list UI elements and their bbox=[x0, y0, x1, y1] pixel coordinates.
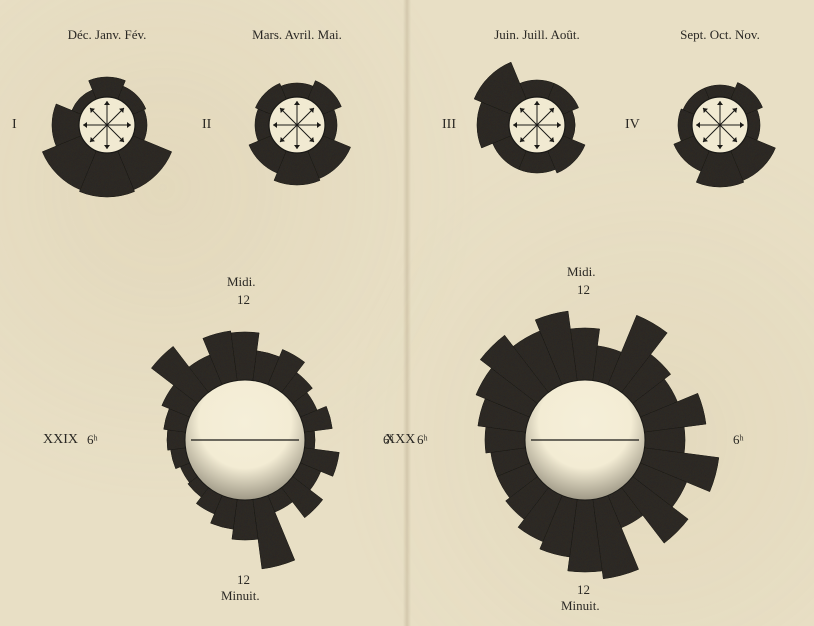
chart29-midi: Midi. bbox=[227, 274, 256, 290]
chart2 bbox=[197, 25, 397, 225]
chart3 bbox=[437, 25, 637, 225]
chart2-title: Mars. Avril. Mai. bbox=[237, 27, 357, 43]
chart1-roman: I bbox=[12, 117, 17, 133]
chart29-roman: XXIX bbox=[43, 432, 78, 448]
chart3-title: Juin. Juill. Août. bbox=[477, 27, 597, 43]
chart1-wrap bbox=[7, 25, 207, 230]
chart30-6r: 6ʰ bbox=[733, 432, 744, 448]
chart29-minuit: Minuit. bbox=[221, 588, 260, 604]
chart4-roman: IV bbox=[625, 117, 640, 133]
chart4 bbox=[620, 25, 814, 225]
chart3-roman: III bbox=[442, 117, 456, 133]
chart30-wrap bbox=[425, 280, 745, 605]
chart29-wrap bbox=[85, 280, 405, 605]
chart29 bbox=[85, 280, 405, 600]
chart4-wrap bbox=[620, 25, 814, 230]
chart30-6l: 6ʰ bbox=[417, 432, 428, 448]
chart29-6l: 6ʰ bbox=[87, 432, 98, 448]
chart30-minuit: Minuit. bbox=[561, 598, 600, 614]
chart4-title: Sept. Oct. Nov. bbox=[660, 27, 780, 43]
chart30 bbox=[425, 280, 745, 600]
chart30-midi: Midi. bbox=[567, 264, 596, 280]
chart30-12bot: 12 bbox=[577, 582, 590, 598]
chart30-roman: XXX bbox=[385, 432, 415, 448]
chart2-roman: II bbox=[202, 117, 211, 133]
chart1-title: Déc. Janv. Fév. bbox=[47, 27, 167, 43]
chart2-wrap bbox=[197, 25, 397, 230]
chart30-12top: 12 bbox=[577, 282, 590, 298]
chart29-12bot: 12 bbox=[237, 572, 250, 588]
chart3-wrap bbox=[437, 25, 637, 230]
chart1 bbox=[7, 25, 207, 225]
chart29-12top: 12 bbox=[237, 292, 250, 308]
